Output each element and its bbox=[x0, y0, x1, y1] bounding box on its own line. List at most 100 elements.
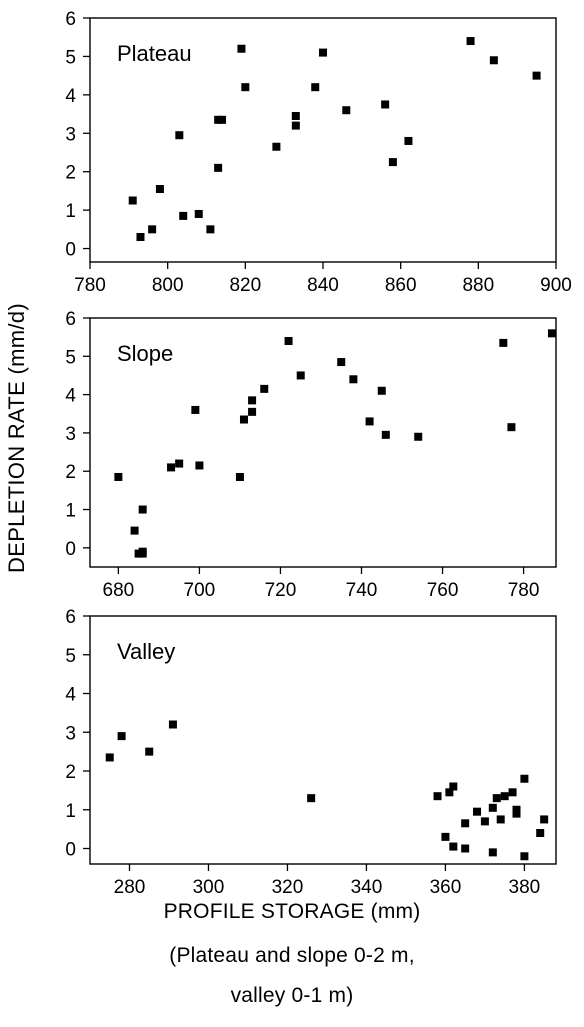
slope-data-point bbox=[337, 358, 346, 367]
slope-data-point bbox=[547, 329, 556, 338]
plateau-data-point bbox=[179, 211, 188, 220]
plateau-data-point bbox=[194, 209, 203, 218]
slope-x-tick-label: 700 bbox=[184, 580, 216, 601]
plateau-data-point bbox=[404, 136, 413, 145]
slope-data-point bbox=[239, 415, 248, 424]
valley-data-point bbox=[461, 819, 470, 828]
slope-panel-label: Slope bbox=[117, 341, 173, 366]
plateau-data-point bbox=[291, 121, 300, 130]
valley-x-tick-label: 280 bbox=[114, 877, 146, 898]
valley-y-tick-label: 3 bbox=[65, 723, 76, 744]
plateau-x-tick-label: 880 bbox=[462, 275, 494, 296]
slope-data-point bbox=[260, 384, 269, 393]
valley-x-tick-label: 340 bbox=[351, 877, 383, 898]
slope-data-point bbox=[248, 407, 257, 416]
valley-data-point bbox=[508, 788, 517, 797]
valley-data-point bbox=[520, 774, 529, 783]
valley-data-point bbox=[496, 815, 505, 824]
valley-y-tick-label: 0 bbox=[65, 840, 76, 861]
valley-data-point bbox=[445, 788, 454, 797]
slope-data-point bbox=[191, 405, 200, 414]
valley-y-tick-label: 4 bbox=[65, 685, 76, 706]
plateau-y-tick-label: 1 bbox=[65, 201, 76, 222]
plateau-data-point bbox=[489, 56, 498, 65]
slope-y-tick-label: 6 bbox=[65, 309, 76, 330]
plateau-data-point bbox=[214, 163, 223, 172]
plateau-data-point bbox=[136, 233, 145, 242]
valley-data-point bbox=[512, 805, 521, 814]
slope-data-point bbox=[138, 505, 147, 514]
valley-panel: 280 300 320 340 360 380 0 1 2 3 4 5 6 Valley bbox=[65, 607, 557, 898]
valley-data-point bbox=[461, 844, 470, 853]
plateau-y-tick-label: 4 bbox=[65, 86, 76, 107]
slope-data-point bbox=[195, 461, 204, 470]
slope-x-tick-label: 720 bbox=[265, 580, 297, 601]
plateau-x-tick-label: 900 bbox=[540, 275, 572, 296]
valley-data-point bbox=[449, 782, 458, 791]
slope-plot-frame bbox=[89, 317, 557, 568]
slope-data-point bbox=[167, 463, 176, 472]
plateau-y-tick-label: 2 bbox=[65, 163, 76, 184]
valley-y-tick-label: 1 bbox=[65, 801, 76, 822]
plateau-data-point bbox=[148, 225, 157, 234]
plateau-panel: 780 800 820 840 860 880 900 0 1 2 3 4 5 6 Plateau bbox=[65, 9, 571, 296]
slope-data-point bbox=[175, 459, 184, 468]
plateau-data-point bbox=[218, 115, 227, 124]
plateau-data-point bbox=[466, 37, 475, 46]
plateau-data-point bbox=[237, 44, 246, 53]
slope-data-point bbox=[235, 472, 244, 481]
slope-x-tick-label: 680 bbox=[103, 580, 135, 601]
valley-plot-frame bbox=[89, 615, 557, 865]
valley-y-tick-label: 5 bbox=[65, 646, 76, 667]
valley-data-point bbox=[307, 794, 316, 803]
valley-data-point bbox=[488, 803, 497, 812]
valley-data-point bbox=[433, 792, 442, 801]
slope-data-point bbox=[284, 336, 293, 345]
slope-data-point bbox=[365, 417, 374, 426]
valley-data-point bbox=[168, 720, 177, 729]
slope-data-point bbox=[499, 338, 508, 347]
plateau-data-point bbox=[319, 48, 327, 57]
valley-data-point bbox=[105, 753, 114, 762]
x-axis-label-note-line-1: (Plateau and slope 0-2 m, bbox=[169, 944, 415, 967]
plateau-panel-label: Plateau bbox=[117, 41, 192, 66]
slope-data-point bbox=[138, 547, 147, 556]
slope-data-point bbox=[248, 396, 257, 405]
plateau-data-point bbox=[291, 111, 300, 120]
valley-data-point bbox=[480, 817, 489, 826]
valley-x-tick-label: 300 bbox=[193, 877, 225, 898]
slope-x-tick-label: 780 bbox=[508, 580, 540, 601]
valley-data-point bbox=[145, 747, 154, 756]
valley-data-point bbox=[117, 732, 126, 741]
slope-data-point bbox=[377, 386, 386, 395]
plateau-data-point bbox=[272, 142, 281, 151]
x-axis-label: PROFILE STORAGE (mm) bbox=[163, 900, 421, 923]
plateau-x-tick-label: 820 bbox=[229, 275, 261, 296]
slope-panel: 680 700 720 740 760 780 0 1 2 3 4 5 6 Slope bbox=[65, 309, 557, 601]
valley-data-point bbox=[473, 807, 482, 816]
valley-data-point bbox=[449, 842, 458, 851]
slope-y-tick-label: 4 bbox=[65, 386, 76, 407]
slope-y-tick-label: 1 bbox=[65, 501, 76, 522]
slope-data-point bbox=[114, 472, 123, 481]
valley-data-point bbox=[488, 848, 497, 857]
plateau-data-point bbox=[388, 158, 397, 167]
valley-x-tick-label: 320 bbox=[272, 877, 304, 898]
plateau-data-point bbox=[311, 83, 320, 92]
valley-data-point bbox=[536, 829, 545, 837]
slope-y-tick-label: 0 bbox=[65, 539, 76, 560]
valley-y-tick-label: 6 bbox=[65, 607, 76, 628]
valley-panel-label: Valley bbox=[117, 639, 175, 664]
valley-data-point bbox=[441, 832, 450, 841]
valley-x-tick-label: 380 bbox=[509, 877, 541, 898]
valley-data-point bbox=[520, 852, 529, 861]
slope-y-tick-label: 5 bbox=[65, 347, 76, 368]
plateau-x-tick-label: 860 bbox=[385, 275, 417, 296]
valley-data-point bbox=[500, 792, 509, 801]
slope-y-tick-label: 2 bbox=[65, 462, 76, 483]
slope-x-tick-label: 760 bbox=[427, 580, 459, 601]
plateau-data-point bbox=[206, 225, 215, 234]
valley-data-point bbox=[492, 794, 501, 803]
plateau-data-point bbox=[381, 100, 390, 109]
